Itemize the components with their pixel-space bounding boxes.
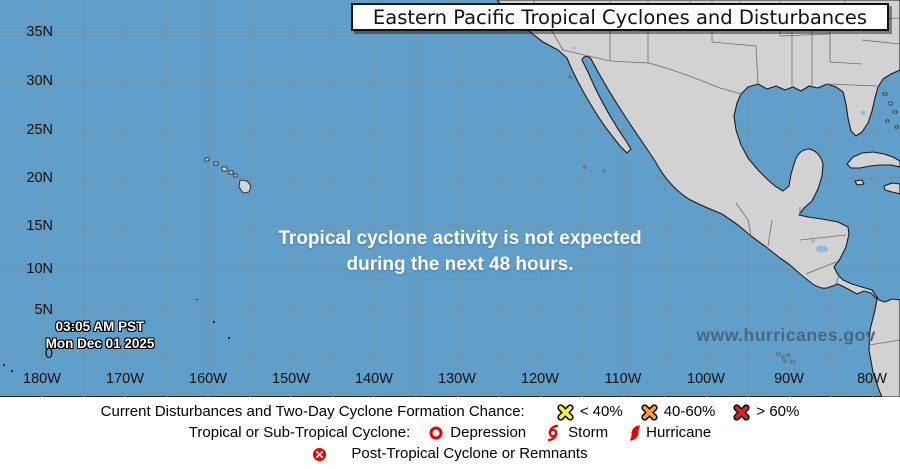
issuance-timestamp: 03:05 AM PST Mon Dec 01 2025	[28, 318, 172, 352]
hawaiian-islands	[204, 157, 252, 194]
longitude-label: 130W	[438, 371, 476, 387]
latitude-label: 30N	[26, 73, 53, 89]
longitude-label: 150W	[272, 371, 310, 387]
lake-nicaragua	[816, 245, 828, 253]
depression-label: Depression	[450, 424, 527, 441]
longitude-label: 160W	[189, 371, 227, 387]
latitude-label: 20N	[26, 170, 53, 186]
legend-item-hurricane: Hurricane	[626, 423, 711, 443]
legend-item-low-chance: < 40%	[557, 402, 623, 422]
lake-managua	[811, 239, 815, 243]
longitude-label: 80W	[857, 371, 887, 387]
cuba-island	[846, 151, 900, 169]
landmasses	[3, 0, 900, 397]
longitude-label: 140W	[355, 371, 393, 387]
galapagos-islands	[776, 352, 795, 364]
outlook-message: Tropical cyclone activity is not expecte…	[180, 226, 740, 278]
legend-row-formation-chance: Current Disturbances and Two-Day Cyclone…	[100, 402, 799, 422]
map-title: Eastern Pacific Tropical Cyclones and Di…	[351, 3, 889, 31]
map-legend: Current Disturbances and Two-Day Cyclone…	[0, 397, 900, 469]
latitude-label: 15N	[26, 218, 53, 234]
longitude-label: 170W	[106, 371, 144, 387]
storm-icon	[544, 424, 562, 442]
bahamas-islands	[882, 92, 899, 129]
formation-chance-label: Current Disturbances and Two-Day Cyclone…	[100, 403, 525, 420]
x-mark-yellow-icon	[557, 403, 574, 421]
tropical-outlook-map: Eastern Pacific Tropical Cyclones and Di…	[0, 0, 900, 397]
low-chance-label: < 40%	[579, 403, 623, 420]
north-america-landmass	[496, 0, 900, 397]
legend-row-post-tropical: Post-Tropical Cyclone or Remnants	[312, 444, 588, 464]
outlook-message-line2: during the next 48 hours.	[346, 254, 574, 275]
jamaica-island	[854, 179, 865, 186]
cyclone-types-label: Tropical or Sub-Tropical Cyclone:	[188, 424, 411, 441]
longitude-label: 180W	[23, 371, 61, 387]
lakes	[572, 46, 866, 253]
depression-icon	[428, 425, 444, 441]
hurricane-icon	[626, 424, 644, 442]
legend-item-high-chance: > 60%	[733, 402, 799, 422]
post-tropical-icon	[312, 447, 327, 462]
hurricanes-gov-watermark: www.hurricanes.gov	[696, 325, 876, 345]
latitude-label: 0	[44, 346, 53, 362]
high-chance-label: > 60%	[756, 403, 800, 420]
outlook-message-line1: Tropical cyclone activity is not expecte…	[278, 228, 642, 249]
x-mark-red-icon	[733, 403, 751, 421]
timestamp-time: 03:05 AM PST	[55, 319, 145, 334]
latitude-label: 10N	[26, 261, 53, 277]
legend-item-medium-chance: 40-60%	[641, 402, 716, 422]
longitude-label: 90W	[774, 371, 804, 387]
longitude-label: 100W	[687, 371, 725, 387]
x-mark-orange-icon	[641, 403, 658, 421]
timestamp-date: Mon Dec 01 2025	[45, 336, 155, 351]
post-tropical-label: Post-Tropical Cyclone or Remnants	[351, 445, 588, 462]
lake-okeechobee	[860, 110, 866, 116]
salton-sea	[572, 46, 576, 50]
graticule-grid	[0, 0, 900, 397]
longitude-label: 120W	[521, 371, 559, 387]
latitude-label: 25N	[26, 122, 53, 138]
hawaii-big-island	[238, 179, 252, 194]
hispaniola-island	[883, 182, 900, 195]
revillagigedo-islands	[568, 75, 606, 173]
longitude-label: 110W	[604, 371, 642, 387]
latitude-label: 35N	[26, 24, 53, 40]
legend-item-storm: Storm	[544, 423, 608, 443]
medium-chance-label: 40-60%	[663, 403, 716, 420]
hurricane-label: Hurricane	[646, 424, 712, 441]
legend-row-cyclone-types: Tropical or Sub-Tropical Cyclone: Depres…	[189, 423, 711, 443]
basemap	[0, 0, 900, 397]
storm-label: Storm	[568, 424, 609, 441]
legend-item-depression: Depression	[428, 423, 526, 443]
latitude-label: 5N	[34, 302, 53, 318]
pacific-atolls	[3, 299, 230, 372]
